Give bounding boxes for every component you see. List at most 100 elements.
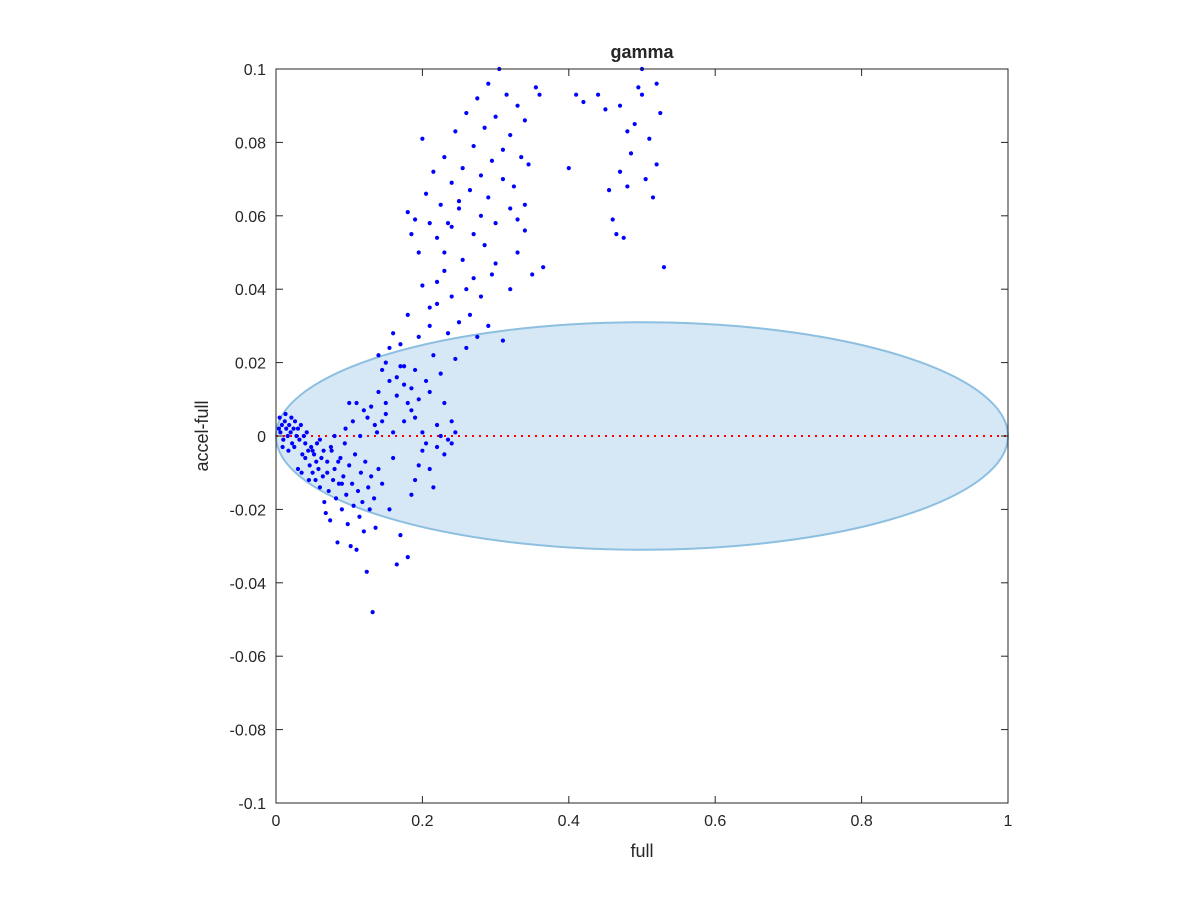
data-point bbox=[478, 294, 484, 299]
data-point bbox=[610, 217, 615, 222]
y-tick-label: 0.1 bbox=[244, 62, 266, 79]
y-tick-label: 0.04 bbox=[235, 282, 266, 299]
data-point bbox=[434, 444, 440, 450]
data-point bbox=[409, 386, 414, 391]
data-point bbox=[423, 441, 429, 446]
y-axis-label: accel-full bbox=[192, 400, 212, 471]
data-point bbox=[639, 92, 645, 97]
data-point bbox=[438, 202, 443, 207]
data-point bbox=[320, 474, 325, 479]
data-point bbox=[316, 466, 321, 472]
plot-area: 0 0.2 0.4 0.6 0.8 1 -0.1 -0.08 -0.06 -0.04 -0.02 0 0… bbox=[230, 62, 1013, 830]
data-point bbox=[658, 110, 663, 116]
data-point bbox=[361, 529, 366, 534]
data-point bbox=[341, 474, 346, 479]
data-point bbox=[391, 331, 396, 336]
data-point bbox=[290, 441, 295, 446]
y-tick-label: -0.08 bbox=[230, 723, 267, 740]
data-point bbox=[325, 459, 330, 464]
data-point bbox=[434, 279, 440, 284]
data-point bbox=[336, 481, 342, 486]
data-point bbox=[300, 452, 305, 457]
data-point bbox=[383, 411, 388, 417]
data-point bbox=[319, 455, 324, 461]
x-tick-label: 1 bbox=[1004, 813, 1013, 830]
data-point bbox=[431, 169, 436, 174]
data-point bbox=[442, 268, 447, 273]
data-point bbox=[522, 118, 527, 123]
data-point bbox=[380, 419, 385, 424]
data-point bbox=[515, 103, 520, 108]
data-point bbox=[314, 441, 320, 446]
data-point bbox=[294, 433, 299, 439]
data-point bbox=[409, 492, 414, 497]
data-point bbox=[295, 426, 301, 431]
data-point bbox=[307, 463, 312, 468]
x-tick-label: 0.2 bbox=[411, 813, 433, 830]
data-point bbox=[358, 470, 364, 475]
data-point bbox=[504, 92, 509, 97]
data-point bbox=[354, 400, 359, 406]
data-point bbox=[291, 426, 296, 431]
data-point bbox=[478, 173, 484, 178]
data-point bbox=[442, 154, 447, 160]
data-point bbox=[445, 221, 451, 226]
data-point bbox=[278, 430, 283, 435]
data-point bbox=[500, 177, 506, 182]
data-point bbox=[412, 367, 418, 373]
data-point bbox=[434, 235, 440, 240]
data-point bbox=[298, 422, 303, 428]
data-point bbox=[391, 455, 396, 461]
data-point bbox=[361, 408, 366, 413]
data-point bbox=[345, 521, 350, 527]
data-point bbox=[376, 389, 381, 395]
data-point bbox=[292, 419, 298, 424]
y-tick-label: -0.06 bbox=[230, 649, 267, 666]
data-point bbox=[471, 232, 476, 237]
data-point bbox=[493, 261, 498, 266]
data-point bbox=[394, 375, 399, 380]
data-point bbox=[383, 360, 388, 365]
data-point bbox=[449, 224, 454, 229]
data-point bbox=[515, 250, 520, 255]
data-point bbox=[456, 320, 462, 325]
data-point bbox=[347, 400, 352, 406]
data-point bbox=[493, 114, 498, 119]
data-point bbox=[409, 232, 414, 237]
x-tick-label: 0.8 bbox=[850, 813, 872, 830]
data-point bbox=[420, 430, 425, 435]
data-point bbox=[360, 499, 365, 505]
data-point bbox=[279, 422, 284, 428]
y-tick-label: -0.1 bbox=[238, 796, 266, 813]
data-point bbox=[297, 437, 302, 442]
data-point bbox=[625, 129, 630, 134]
data-point bbox=[412, 415, 418, 420]
data-point bbox=[306, 448, 311, 453]
data-point bbox=[427, 305, 432, 310]
data-point bbox=[363, 459, 368, 464]
data-point bbox=[372, 422, 377, 428]
data-point bbox=[287, 422, 292, 428]
data-point bbox=[351, 503, 356, 508]
data-point bbox=[325, 470, 330, 475]
data-point bbox=[621, 235, 626, 240]
data-point bbox=[286, 448, 291, 453]
data-point bbox=[654, 81, 659, 86]
data-point bbox=[482, 125, 487, 130]
x-tick-label: 0.4 bbox=[558, 813, 580, 830]
data-point bbox=[370, 610, 375, 615]
data-point bbox=[636, 85, 641, 90]
data-point bbox=[566, 165, 571, 171]
data-point bbox=[431, 485, 436, 490]
data-point bbox=[283, 411, 288, 417]
data-point bbox=[650, 195, 656, 200]
data-point bbox=[453, 356, 458, 362]
data-point bbox=[434, 301, 440, 306]
data-point bbox=[595, 92, 601, 97]
data-point bbox=[344, 492, 349, 497]
data-point bbox=[376, 466, 381, 472]
data-point bbox=[522, 202, 527, 207]
data-point bbox=[282, 419, 287, 424]
data-point bbox=[309, 444, 314, 450]
data-point bbox=[445, 437, 451, 442]
